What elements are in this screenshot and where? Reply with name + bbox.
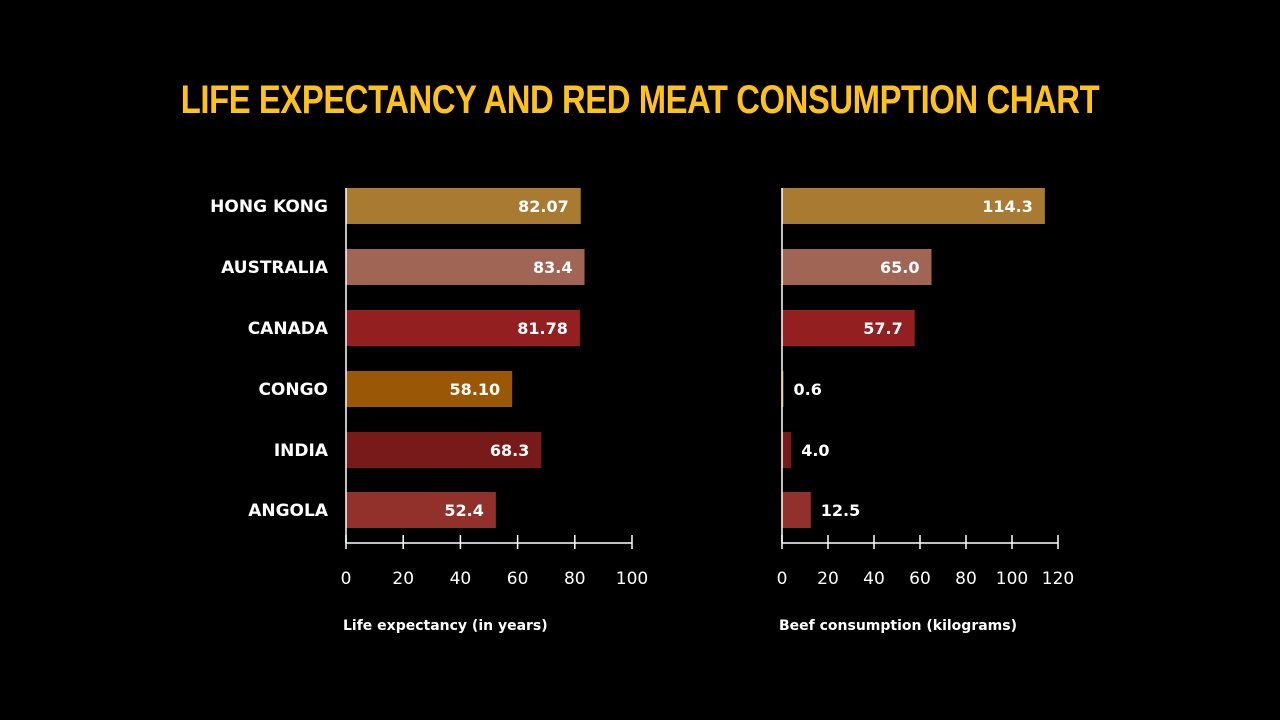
value-label-0-3: 58.10 (450, 380, 501, 399)
bar-1-2 (782, 310, 915, 346)
x-tick-label-1-2: 40 (863, 569, 885, 589)
value-label-1-5: 12.5 (821, 501, 860, 520)
x-tick-label-1-4: 80 (955, 569, 977, 589)
value-label-1-4: 4.0 (801, 441, 829, 460)
bar-0-5 (346, 492, 496, 528)
value-label-0-0: 82.07 (518, 197, 569, 216)
x-tick-label-1-1: 20 (817, 569, 839, 589)
bar-0-2 (346, 310, 580, 346)
bar-1-5 (782, 492, 811, 528)
chart-title: LIFE EXPECTANCY AND RED MEAT CONSUMPTION… (180, 78, 1100, 122)
value-label-0-2: 81.78 (517, 319, 568, 338)
x-tick-label-1-6: 120 (1042, 569, 1074, 589)
bar-0-4 (346, 432, 542, 468)
value-label-0-5: 52.4 (444, 501, 483, 520)
bar-1-0 (782, 188, 1045, 224)
x-axis-title-0: Life expectancy (in years) (343, 618, 548, 634)
x-tick-label-0-3: 60 (507, 569, 529, 589)
category-label-5: ANGOLA (248, 501, 329, 521)
category-label-3: CONGO (258, 380, 328, 400)
value-label-1-3: 0.6 (794, 380, 822, 399)
category-label-4: INDIA (274, 441, 329, 461)
bar-1-4 (782, 432, 792, 468)
x-tick-label-0-0: 0 (341, 569, 352, 589)
value-label-1-0: 114.3 (982, 197, 1033, 216)
x-tick-label-1-3: 60 (909, 569, 931, 589)
category-label-2: CANADA (248, 319, 329, 339)
category-label-0: HONG KONG (210, 197, 328, 217)
value-label-0-1: 83.4 (533, 258, 572, 277)
value-label-1-1: 65.0 (880, 258, 919, 277)
x-tick-label-1-5: 100 (996, 569, 1028, 589)
bar-0-0 (346, 188, 581, 224)
value-label-1-2: 57.7 (863, 319, 902, 338)
x-axis-title-1: Beef consumption (kilograms) (779, 618, 1017, 634)
x-tick-label-0-4: 80 (564, 569, 586, 589)
x-tick-label-0-5: 100 (616, 569, 648, 589)
bar-1-1 (782, 249, 932, 285)
x-tick-label-0-2: 40 (450, 569, 472, 589)
x-tick-label-1-0: 0 (777, 569, 788, 589)
value-label-0-4: 68.3 (490, 441, 529, 460)
category-label-1: AUSTRALIA (221, 258, 329, 278)
x-tick-label-0-1: 20 (392, 569, 414, 589)
bar-0-1 (346, 249, 585, 285)
bar-0-3 (346, 371, 513, 407)
